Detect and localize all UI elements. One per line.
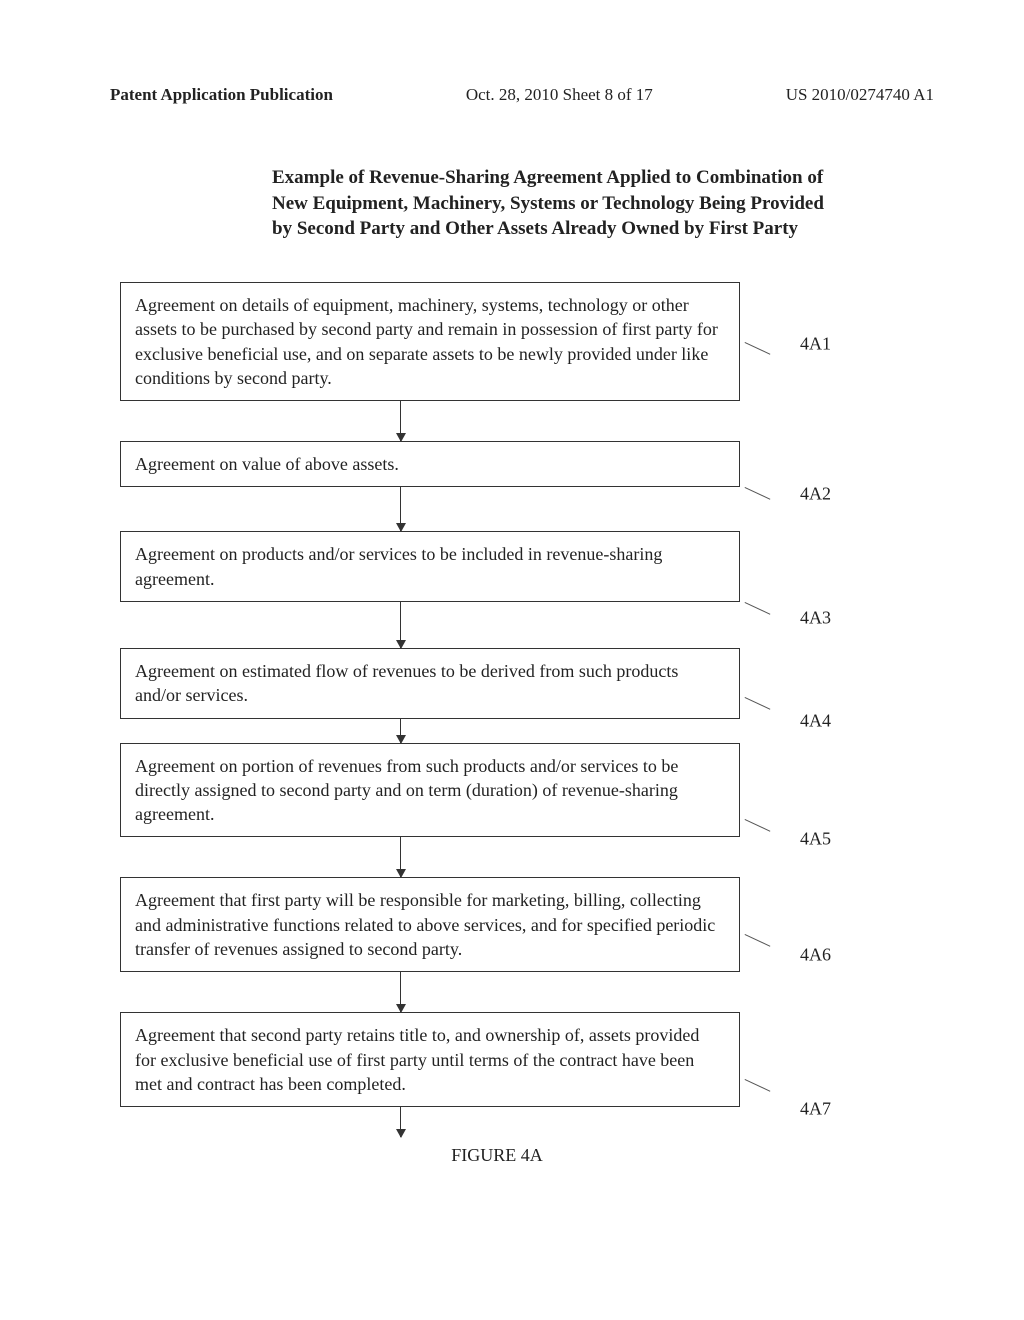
step-box: Agreement on details of equipment, machi… [120,282,740,401]
header-right: US 2010/0274740 A1 [786,85,934,105]
step-4a2: Agreement on value of above assets. 4A2 [120,441,934,487]
leader-line [745,819,805,820]
step-label: 4A3 [800,608,831,629]
header-middle: Oct. 28, 2010 Sheet 8 of 17 [466,85,653,105]
figure-caption: FIGURE 4A [60,1145,934,1166]
step-box: Agreement on estimated flow of revenues … [120,648,740,719]
step-label: 4A6 [800,945,831,966]
page-header: Patent Application Publication Oct. 28, … [110,85,934,105]
leader-line [745,602,805,603]
arrow-down-icon [400,972,401,1012]
flowchart: Agreement on details of equipment, machi… [120,282,934,1166]
step-box: Agreement on value of above assets. [120,441,740,487]
step-box: Agreement on products and/or services to… [120,531,740,602]
step-label: 4A7 [800,1099,831,1120]
page: Patent Application Publication Oct. 28, … [0,0,1024,1320]
step-label: 4A4 [800,710,831,731]
figure-title: Example of Revenue-Sharing Agreement App… [212,165,832,242]
step-label: 4A1 [800,333,831,354]
step-box: Agreement that first party will be respo… [120,877,740,972]
step-4a6: Agreement that first party will be respo… [120,877,934,972]
step-4a1: Agreement on details of equipment, machi… [120,282,934,401]
header-left: Patent Application Publication [110,85,333,105]
arrow-down-icon [400,401,401,441]
arrow-down-icon [400,719,401,743]
step-label: 4A5 [800,829,831,850]
leader-line [745,342,805,343]
step-4a3: Agreement on products and/or services to… [120,531,934,602]
step-4a4: Agreement on estimated flow of revenues … [120,648,934,719]
arrow-down-icon [400,487,401,531]
step-4a5: Agreement on portion of revenues from su… [120,743,934,838]
arrow-down-icon [400,1107,401,1137]
step-box: Agreement on portion of revenues from su… [120,743,740,838]
leader-line [745,934,805,935]
step-box: Agreement that second party retains titl… [120,1012,740,1107]
step-label: 4A2 [800,484,831,505]
step-4a7: Agreement that second party retains titl… [120,1012,934,1107]
arrow-down-icon [400,602,401,648]
arrow-down-icon [400,837,401,877]
leader-line [745,697,805,698]
leader-line [745,1079,805,1080]
leader-line [745,487,805,488]
